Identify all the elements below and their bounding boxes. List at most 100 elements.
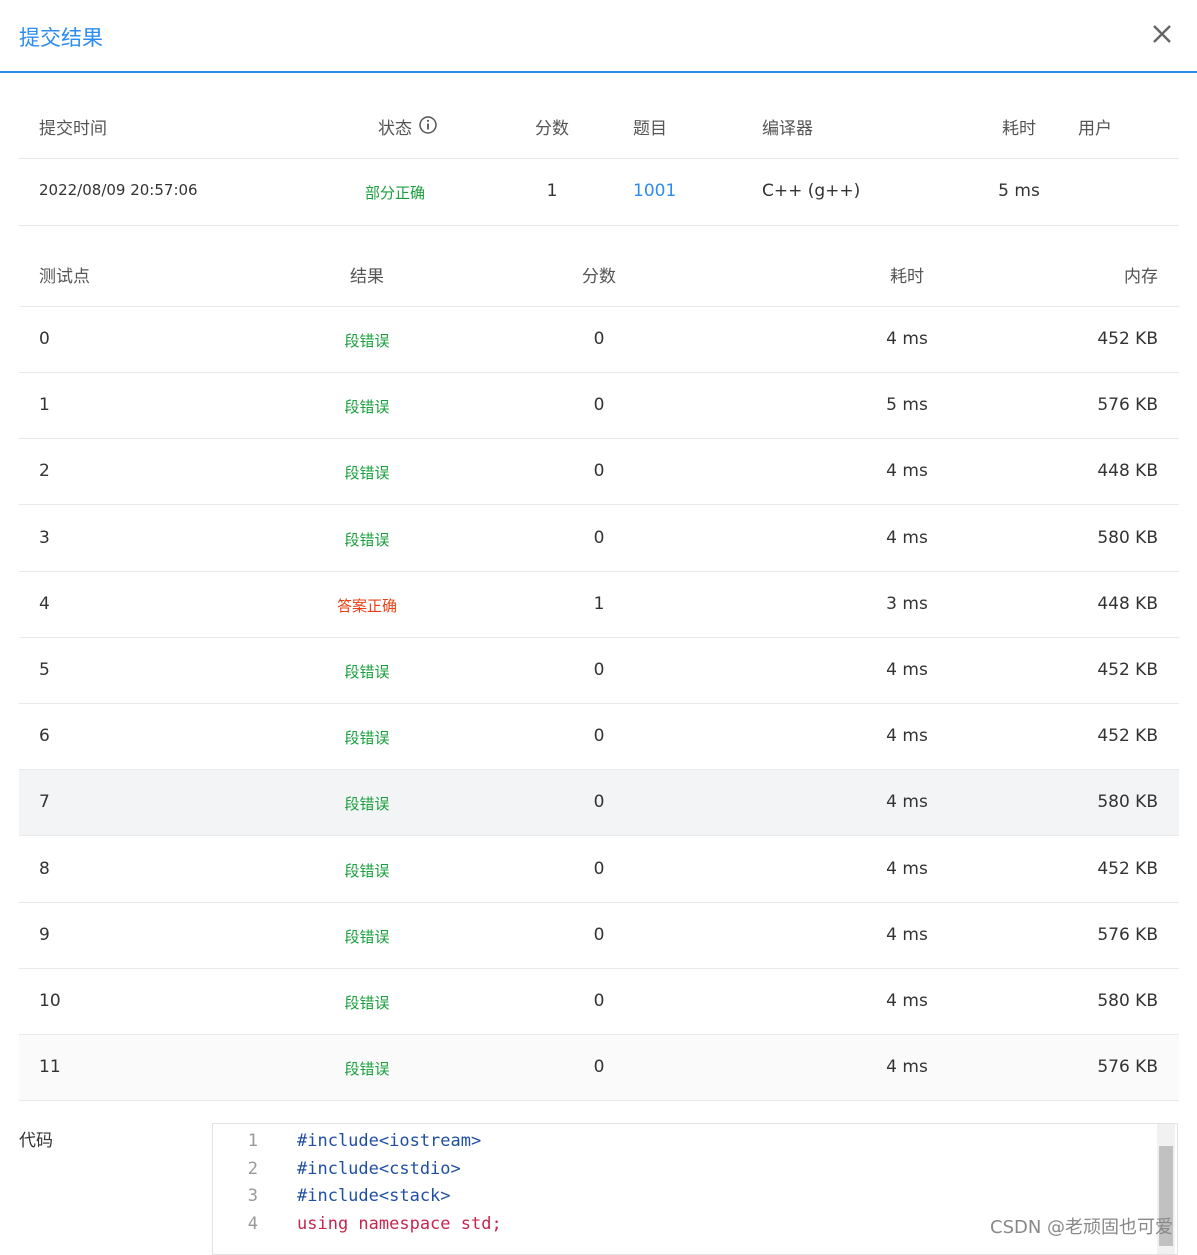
case-cell: 4 ms <box>886 329 928 349</box>
case-cell: 452 KB <box>1097 726 1158 747</box>
line-number: 3 <box>247 1186 258 1206</box>
summary-cell: C++ (g++) <box>762 181 861 201</box>
case-cell: 4 ms <box>886 527 928 548</box>
summary-header: 分数 <box>535 119 569 139</box>
case-cell: 4 ms <box>886 726 928 747</box>
case-cell: 11 <box>39 1057 61 1078</box>
summary-header: 用户 <box>1078 119 1112 139</box>
watermark: CSDN @老顽固也可爱 <box>990 1217 1174 1238</box>
case-cell: 答案正确 <box>336 596 398 615</box>
summary-cell: 2022/08/09 20:57:06 <box>39 181 198 199</box>
case-cell: 段错误 <box>344 861 390 880</box>
case-cell: 5 <box>39 660 50 680</box>
divider <box>19 1100 1179 1102</box>
problem-link[interactable]: 1001 <box>633 181 677 201</box>
divider <box>19 570 1179 572</box>
code-line: #include<cstdio> <box>297 1158 461 1179</box>
case-cell: 0 <box>593 660 605 680</box>
divider <box>19 769 1179 771</box>
case-cell: 1 <box>39 395 50 416</box>
case-cell: 4 ms <box>886 991 928 1011</box>
cases-header: 耗时 <box>890 267 924 287</box>
case-cell: 4 ms <box>886 1057 928 1078</box>
divider <box>19 504 1179 506</box>
divider <box>19 306 1179 307</box>
case-cell: 0 <box>593 858 605 879</box>
case-cell: 580 KB <box>1097 527 1158 548</box>
divider <box>19 158 1179 159</box>
summary-header: 题目 <box>633 119 667 139</box>
divider <box>19 703 1179 704</box>
case-cell: 8 <box>39 858 50 879</box>
divider <box>19 438 1179 440</box>
case-cell: 4 <box>39 593 50 614</box>
case-cell: 580 KB <box>1097 991 1158 1011</box>
case-cell: 576 KB <box>1097 924 1158 945</box>
scrollbar-thumb[interactable] <box>1159 1146 1173 1246</box>
case-cell: 4 ms <box>886 461 928 482</box>
case-cell: 0 <box>593 726 605 747</box>
cases-header: 结果 <box>350 267 384 287</box>
case-cell: 580 KB <box>1097 792 1158 813</box>
case-cell: 段错误 <box>344 729 390 748</box>
case-cell: 5 ms <box>886 395 928 416</box>
case-cell: 段错误 <box>344 795 390 814</box>
cases-header: 分数 <box>582 267 616 287</box>
summary-header: 提交时间 <box>39 119 107 139</box>
line-number: 4 <box>247 1213 258 1234</box>
divider <box>19 901 1179 903</box>
case-cell: 452 KB <box>1097 660 1158 680</box>
case-cell: 0 <box>39 329 50 349</box>
case-cell: 0 <box>593 1057 605 1078</box>
case-cell: 576 KB <box>1097 395 1158 416</box>
code-line: using namespace std; <box>297 1213 502 1234</box>
case-cell: 3 <box>39 527 50 548</box>
row-highlight <box>19 770 1179 836</box>
case-cell: 4 ms <box>886 924 928 945</box>
summary-header: 状态 <box>378 119 412 139</box>
case-cell: 452 KB <box>1097 329 1158 349</box>
divider <box>19 967 1179 969</box>
close-button[interactable] <box>1148 20 1176 48</box>
summary-header: 编译器 <box>762 119 813 139</box>
divider <box>19 636 1179 638</box>
divider <box>19 225 1179 226</box>
case-cell: 段错误 <box>344 530 390 549</box>
summary-cell: 部分正确 <box>364 184 426 202</box>
case-cell: 1 <box>593 593 605 614</box>
case-cell: 段错误 <box>344 994 390 1012</box>
case-cell: 段错误 <box>344 1060 390 1079</box>
case-cell: 4 ms <box>886 858 928 879</box>
case-cell: 0 <box>593 461 605 482</box>
line-number: 2 <box>247 1158 258 1179</box>
case-cell: 0 <box>593 395 605 416</box>
info-icon[interactable] <box>418 115 438 135</box>
case-cell: 448 KB <box>1097 593 1158 614</box>
case-cell: 9 <box>39 924 50 945</box>
divider <box>19 835 1179 837</box>
case-cell: 10 <box>39 991 61 1011</box>
case-cell: 0 <box>593 329 605 349</box>
code-line: #include<iostream> <box>297 1131 482 1151</box>
case-cell: 0 <box>593 991 605 1011</box>
code-line: #include<stack> <box>297 1186 451 1206</box>
case-cell: 576 KB <box>1097 1057 1158 1078</box>
code-label: 代码 <box>19 1131 53 1151</box>
summary-header: 耗时 <box>1002 119 1036 139</box>
summary-cell: 5 ms <box>998 181 1040 201</box>
divider <box>19 1034 1179 1035</box>
case-cell: 段错误 <box>344 464 390 483</box>
case-cell: 7 <box>39 792 50 813</box>
case-cell: 段错误 <box>344 398 390 417</box>
case-cell: 2 <box>39 461 50 482</box>
case-cell: 4 ms <box>886 792 928 813</box>
case-cell: 段错误 <box>344 663 390 681</box>
case-cell: 6 <box>39 726 50 747</box>
case-cell: 段错误 <box>344 927 390 946</box>
cases-header: 测试点 <box>39 267 90 287</box>
case-cell: 452 KB <box>1097 858 1158 879</box>
case-cell: 4 ms <box>886 660 928 680</box>
case-cell: 0 <box>593 527 605 548</box>
summary-cell: 1 <box>546 181 558 201</box>
